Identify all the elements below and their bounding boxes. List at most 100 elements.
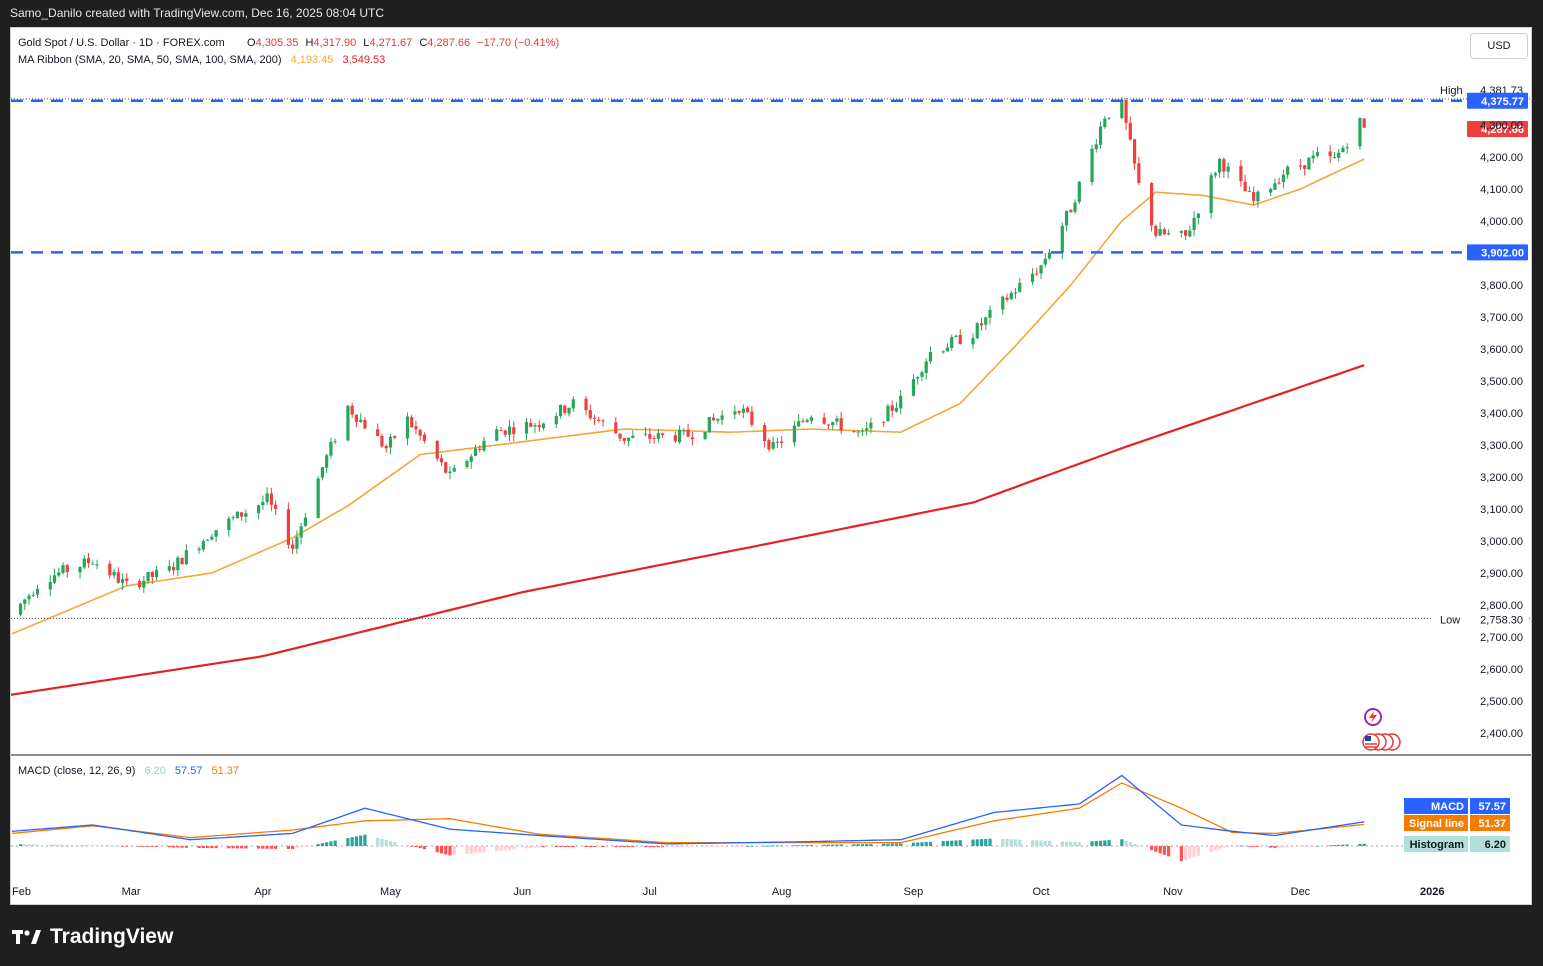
candle-body <box>1158 229 1162 236</box>
macd-histogram-bar <box>52 844 57 846</box>
candle-body <box>626 437 631 442</box>
macd-histogram-bar <box>86 845 91 846</box>
candle-body <box>567 408 571 414</box>
candle-body <box>1209 175 1213 214</box>
macd-histogram-bar <box>945 840 950 846</box>
macd-histogram-bar <box>197 846 201 848</box>
macd-histogram-bar <box>27 844 31 846</box>
price-tick-label: 4,300.00 <box>1480 120 1523 132</box>
macd-histogram-bar <box>975 839 979 846</box>
candle-body <box>210 536 214 540</box>
macd-histogram-bar <box>499 846 503 851</box>
macd-histogram-bar <box>240 846 244 849</box>
candle-body <box>31 594 35 596</box>
candle-body <box>618 433 622 439</box>
candle-body <box>916 377 920 379</box>
candle-body <box>295 536 299 549</box>
currency-button[interactable]: USD <box>1470 33 1528 59</box>
macd-histogram-bar <box>1277 846 1281 848</box>
price-tick-label: 2,600.00 <box>1480 664 1523 676</box>
macd-histogram-bar <box>1256 846 1260 847</box>
candle-body <box>771 441 775 449</box>
candle-body <box>537 424 541 428</box>
macd-histogram-bar <box>626 846 631 848</box>
candle-body <box>1281 174 1286 182</box>
candle-body <box>346 405 350 441</box>
candle-body <box>541 423 546 429</box>
candle-body <box>865 428 869 431</box>
candle-body <box>120 579 125 584</box>
candle-body <box>682 429 686 431</box>
candle-body <box>116 572 120 583</box>
candle-body <box>899 395 903 409</box>
time-tick-label: Nov <box>1163 886 1183 898</box>
author-caption: Samo_Danilo created with TradingView.com… <box>10 6 384 20</box>
macd-tag-value-bg <box>1470 798 1510 814</box>
candle-body <box>167 566 171 571</box>
macd-histogram-bar <box>856 844 860 846</box>
candle-body <box>767 440 771 450</box>
macd-histogram-bar <box>214 846 218 849</box>
candle-body <box>231 517 235 519</box>
macd-histogram-bar <box>418 846 422 849</box>
macd-histogram-bar <box>720 846 724 847</box>
macd-histogram-bar <box>614 846 618 848</box>
time-tick-label: Dec <box>1291 886 1311 898</box>
candle-body <box>495 429 499 441</box>
us-flag-events-icon[interactable] <box>1362 733 1401 751</box>
macd-histogram-bar <box>61 844 65 846</box>
macd-histogram-bar <box>137 846 142 847</box>
candle-body <box>52 575 57 583</box>
chart-frame[interactable] <box>10 27 1532 905</box>
price-tick-label: 3,400.00 <box>1480 408 1523 420</box>
macd-histogram-bar <box>554 846 558 848</box>
macd-histogram-bar <box>171 846 176 848</box>
candle-body <box>563 405 567 413</box>
candle-body <box>741 408 745 413</box>
macd-histogram-bar <box>78 845 82 846</box>
candle-body <box>1269 188 1273 193</box>
macd-histogram-bar <box>1209 846 1213 852</box>
candle-body <box>184 550 188 565</box>
macd-histogram-bar <box>1005 839 1009 846</box>
candle-body <box>1298 165 1303 167</box>
macd-histogram-bar <box>771 845 775 847</box>
candle-body <box>418 429 422 436</box>
flash-icon[interactable] <box>1364 708 1382 726</box>
candle-body <box>1311 155 1315 159</box>
candle-body <box>839 418 843 431</box>
candle-body <box>146 571 150 582</box>
macd-histogram-bar <box>507 846 512 850</box>
macd-histogram-bar <box>23 844 27 846</box>
candle-body <box>1018 282 1022 292</box>
macd-histogram-bar <box>1128 842 1132 846</box>
macd-histogram-bar <box>184 846 188 848</box>
price-tick-label: 3,800.00 <box>1480 280 1523 292</box>
candle-body <box>856 431 860 433</box>
candle-body <box>826 424 831 426</box>
candle-body <box>554 416 558 425</box>
macd-histogram-bar <box>1090 841 1094 846</box>
time-tick-label: Mar <box>122 886 141 898</box>
histogram-tag-value-bg <box>1470 836 1510 852</box>
macd-tag-label-bg <box>1404 798 1468 814</box>
candle-body <box>882 421 886 423</box>
macd-histogram-bar <box>320 843 325 846</box>
macd-histogram-bar <box>291 846 295 850</box>
candle-body <box>1043 258 1047 265</box>
candle-body <box>988 309 992 318</box>
candle-body <box>507 426 512 435</box>
macd-histogram-bar <box>558 846 563 848</box>
sma200-layer <box>11 364 1365 696</box>
candle-body <box>780 441 784 443</box>
macd-histogram-bar <box>244 846 248 849</box>
candle-body <box>1124 99 1128 123</box>
signal-tag-label-bg <box>1404 815 1468 831</box>
macd-histogram-bar <box>780 845 784 847</box>
macd-histogram-bar <box>473 846 478 854</box>
macd-histogram-bar <box>886 843 890 846</box>
signal-line <box>11 782 1365 844</box>
candle-body <box>643 433 648 435</box>
macd-histogram-bar <box>588 846 592 848</box>
